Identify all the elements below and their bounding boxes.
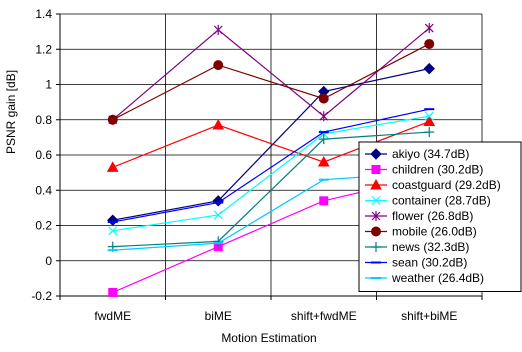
- x-tick-label: fwdME: [94, 309, 131, 323]
- series-line: [112, 108, 430, 223]
- y-tick-label: -0.2: [31, 289, 52, 303]
- legend-label: sean (30.2dB): [392, 256, 467, 270]
- legend-label: news (32.3dB): [392, 240, 469, 254]
- series-line: [112, 115, 430, 232]
- legend-label: weather (26.4dB): [391, 271, 484, 285]
- tick-labels: -0.2 0 0.2 0.4 0.6 0.8 1 1.2 1.4 fwdME biME shift+f…: [31, 7, 457, 323]
- legend-marker: [371, 211, 381, 221]
- y-axis-label: PSNR gain [dB]: [4, 70, 18, 154]
- legend-item: mobile (26.0dB): [365, 225, 477, 239]
- y-tick-label: 0.8: [35, 113, 52, 127]
- y-tick-label: 0.4: [35, 183, 52, 197]
- data-point: [108, 287, 118, 297]
- legend-label: children (30.2dB): [392, 163, 483, 177]
- series-line: [112, 43, 430, 121]
- legend-label: coastguard (29.2dB): [392, 178, 501, 192]
- x-axis-label: Motion Estimation: [221, 331, 316, 345]
- series-0: [107, 62, 435, 226]
- legend-item: children (30.2dB): [365, 163, 483, 177]
- data-point: [424, 38, 435, 49]
- x-tick-label: shift+biME: [401, 309, 457, 323]
- y-tick-label: 1: [45, 78, 52, 92]
- legend-item: flower (26.8dB): [365, 209, 473, 223]
- data-point: [423, 115, 436, 127]
- data-point: [318, 134, 329, 145]
- legend-item: akiyo (34.7dB): [365, 147, 469, 161]
- data-point: [213, 60, 224, 71]
- series-7: [107, 108, 435, 223]
- legend-item: sean (30.2dB): [365, 256, 467, 270]
- y-tick-label: 1.2: [35, 42, 52, 56]
- data-point: [106, 161, 119, 172]
- legend-marker: [371, 226, 381, 237]
- data-point: [318, 93, 329, 104]
- data-point: [107, 114, 118, 125]
- legend-marker: [371, 196, 381, 205]
- series-line: [112, 27, 430, 121]
- legend-marker: [370, 148, 382, 160]
- legend-label: mobile (26.0dB): [392, 225, 477, 239]
- legend: akiyo (34.7dB) children (30.2dB)coastguar…: [358, 141, 522, 292]
- y-tick-label: 0.6: [35, 148, 52, 162]
- data-point: [107, 214, 119, 226]
- legend-label: akiyo (34.7dB): [392, 147, 469, 161]
- series-line: [112, 131, 430, 248]
- data-point: [423, 62, 435, 75]
- y-tick-label: 0: [45, 254, 52, 268]
- legend-label: container (28.7dB): [392, 194, 491, 208]
- legend-label: flower (26.8dB): [392, 209, 473, 223]
- legend-item: container (28.7dB): [365, 194, 491, 208]
- data-point: [424, 111, 434, 121]
- legend-item: news (32.3dB): [365, 240, 469, 254]
- x-tick-label: biME: [205, 309, 232, 323]
- series-3: [108, 111, 434, 236]
- y-tick-label: 1.4: [35, 7, 52, 21]
- series-5: [107, 38, 435, 125]
- legend-item: weather (26.4dB): [365, 271, 484, 285]
- data-point: [424, 127, 435, 138]
- legend-item: coastguard (29.2dB): [365, 178, 501, 192]
- legend-marker: [371, 242, 381, 252]
- series-line: [112, 68, 430, 221]
- legend-marker: [371, 165, 381, 174]
- data-point: [213, 210, 223, 220]
- data-point: [319, 111, 329, 122]
- data-point: [319, 196, 329, 206]
- legend-box: [358, 141, 522, 292]
- data-point: [212, 119, 225, 130]
- data-point: [424, 23, 434, 34]
- y-tick-label: 0.2: [35, 219, 52, 233]
- data-point: [108, 226, 118, 236]
- legend-marker: [370, 178, 382, 190]
- data-point: [317, 156, 330, 167]
- data-point: [213, 24, 223, 35]
- x-tick-label: shift+fwdME: [291, 309, 357, 323]
